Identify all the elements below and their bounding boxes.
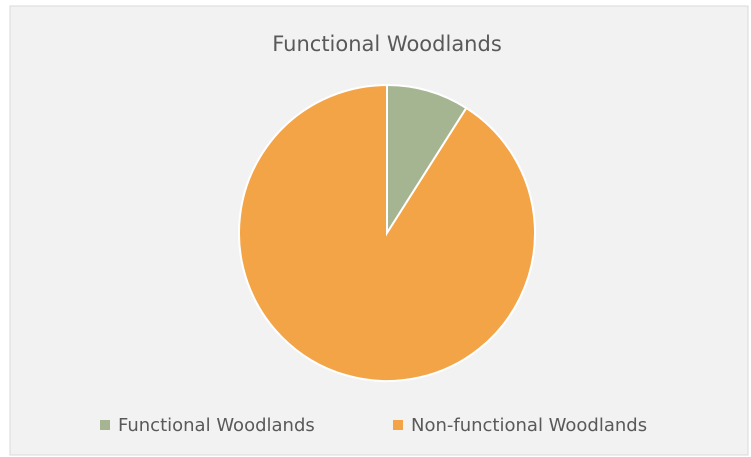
pie-slice bbox=[386, 83, 468, 237]
legend-label: Non-functional Woodlands bbox=[411, 415, 647, 436]
chart-title: Functional Woodlands bbox=[272, 32, 502, 56]
legend-label: Functional Woodlands bbox=[118, 415, 315, 436]
pie-slice bbox=[238, 83, 536, 382]
legend-swatch bbox=[393, 420, 403, 430]
legend-swatch bbox=[100, 420, 110, 430]
